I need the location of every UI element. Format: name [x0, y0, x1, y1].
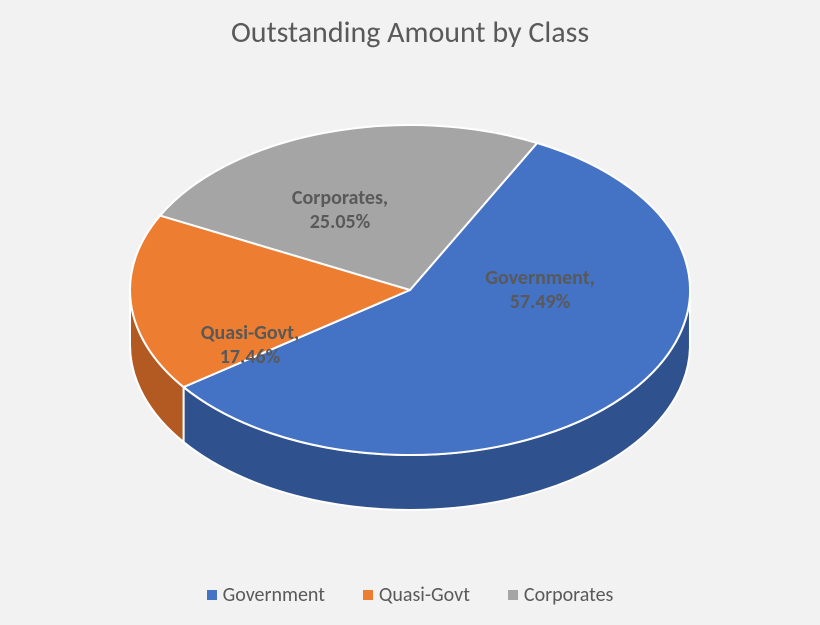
slice-label-line: 57.49% [510, 290, 570, 314]
legend-label: Corporates [524, 583, 613, 607]
slice-label-government: Government, 57.49% [485, 266, 595, 314]
slice-label-line: 17.46% [220, 345, 280, 369]
legend-label: Government [223, 583, 325, 607]
slice-label-line: Government, [485, 266, 595, 290]
pie-svg [100, 80, 720, 540]
legend-swatch [363, 590, 373, 600]
pie-chart [0, 70, 820, 550]
legend-item-quasi-govt: Quasi-Govt [363, 583, 470, 607]
slice-label-quasi-govt: Quasi-Govt, 17.46% [201, 321, 299, 369]
legend: Government Quasi-Govt Corporates [0, 583, 820, 607]
legend-swatch [207, 590, 217, 600]
slice-label-line: 25.05% [310, 210, 370, 234]
slice-label-line: Corporates, [292, 186, 388, 210]
legend-item-government: Government [207, 583, 325, 607]
slice-label-line: Quasi-Govt, [201, 321, 299, 345]
legend-label: Quasi-Govt [379, 583, 470, 607]
legend-item-corporates: Corporates [508, 583, 613, 607]
legend-swatch [508, 590, 518, 600]
slice-label-corporates: Corporates, 25.05% [292, 186, 388, 234]
chart-container: Outstanding Amount by Class Government, … [0, 0, 820, 625]
chart-title: Outstanding Amount by Class [0, 14, 820, 51]
